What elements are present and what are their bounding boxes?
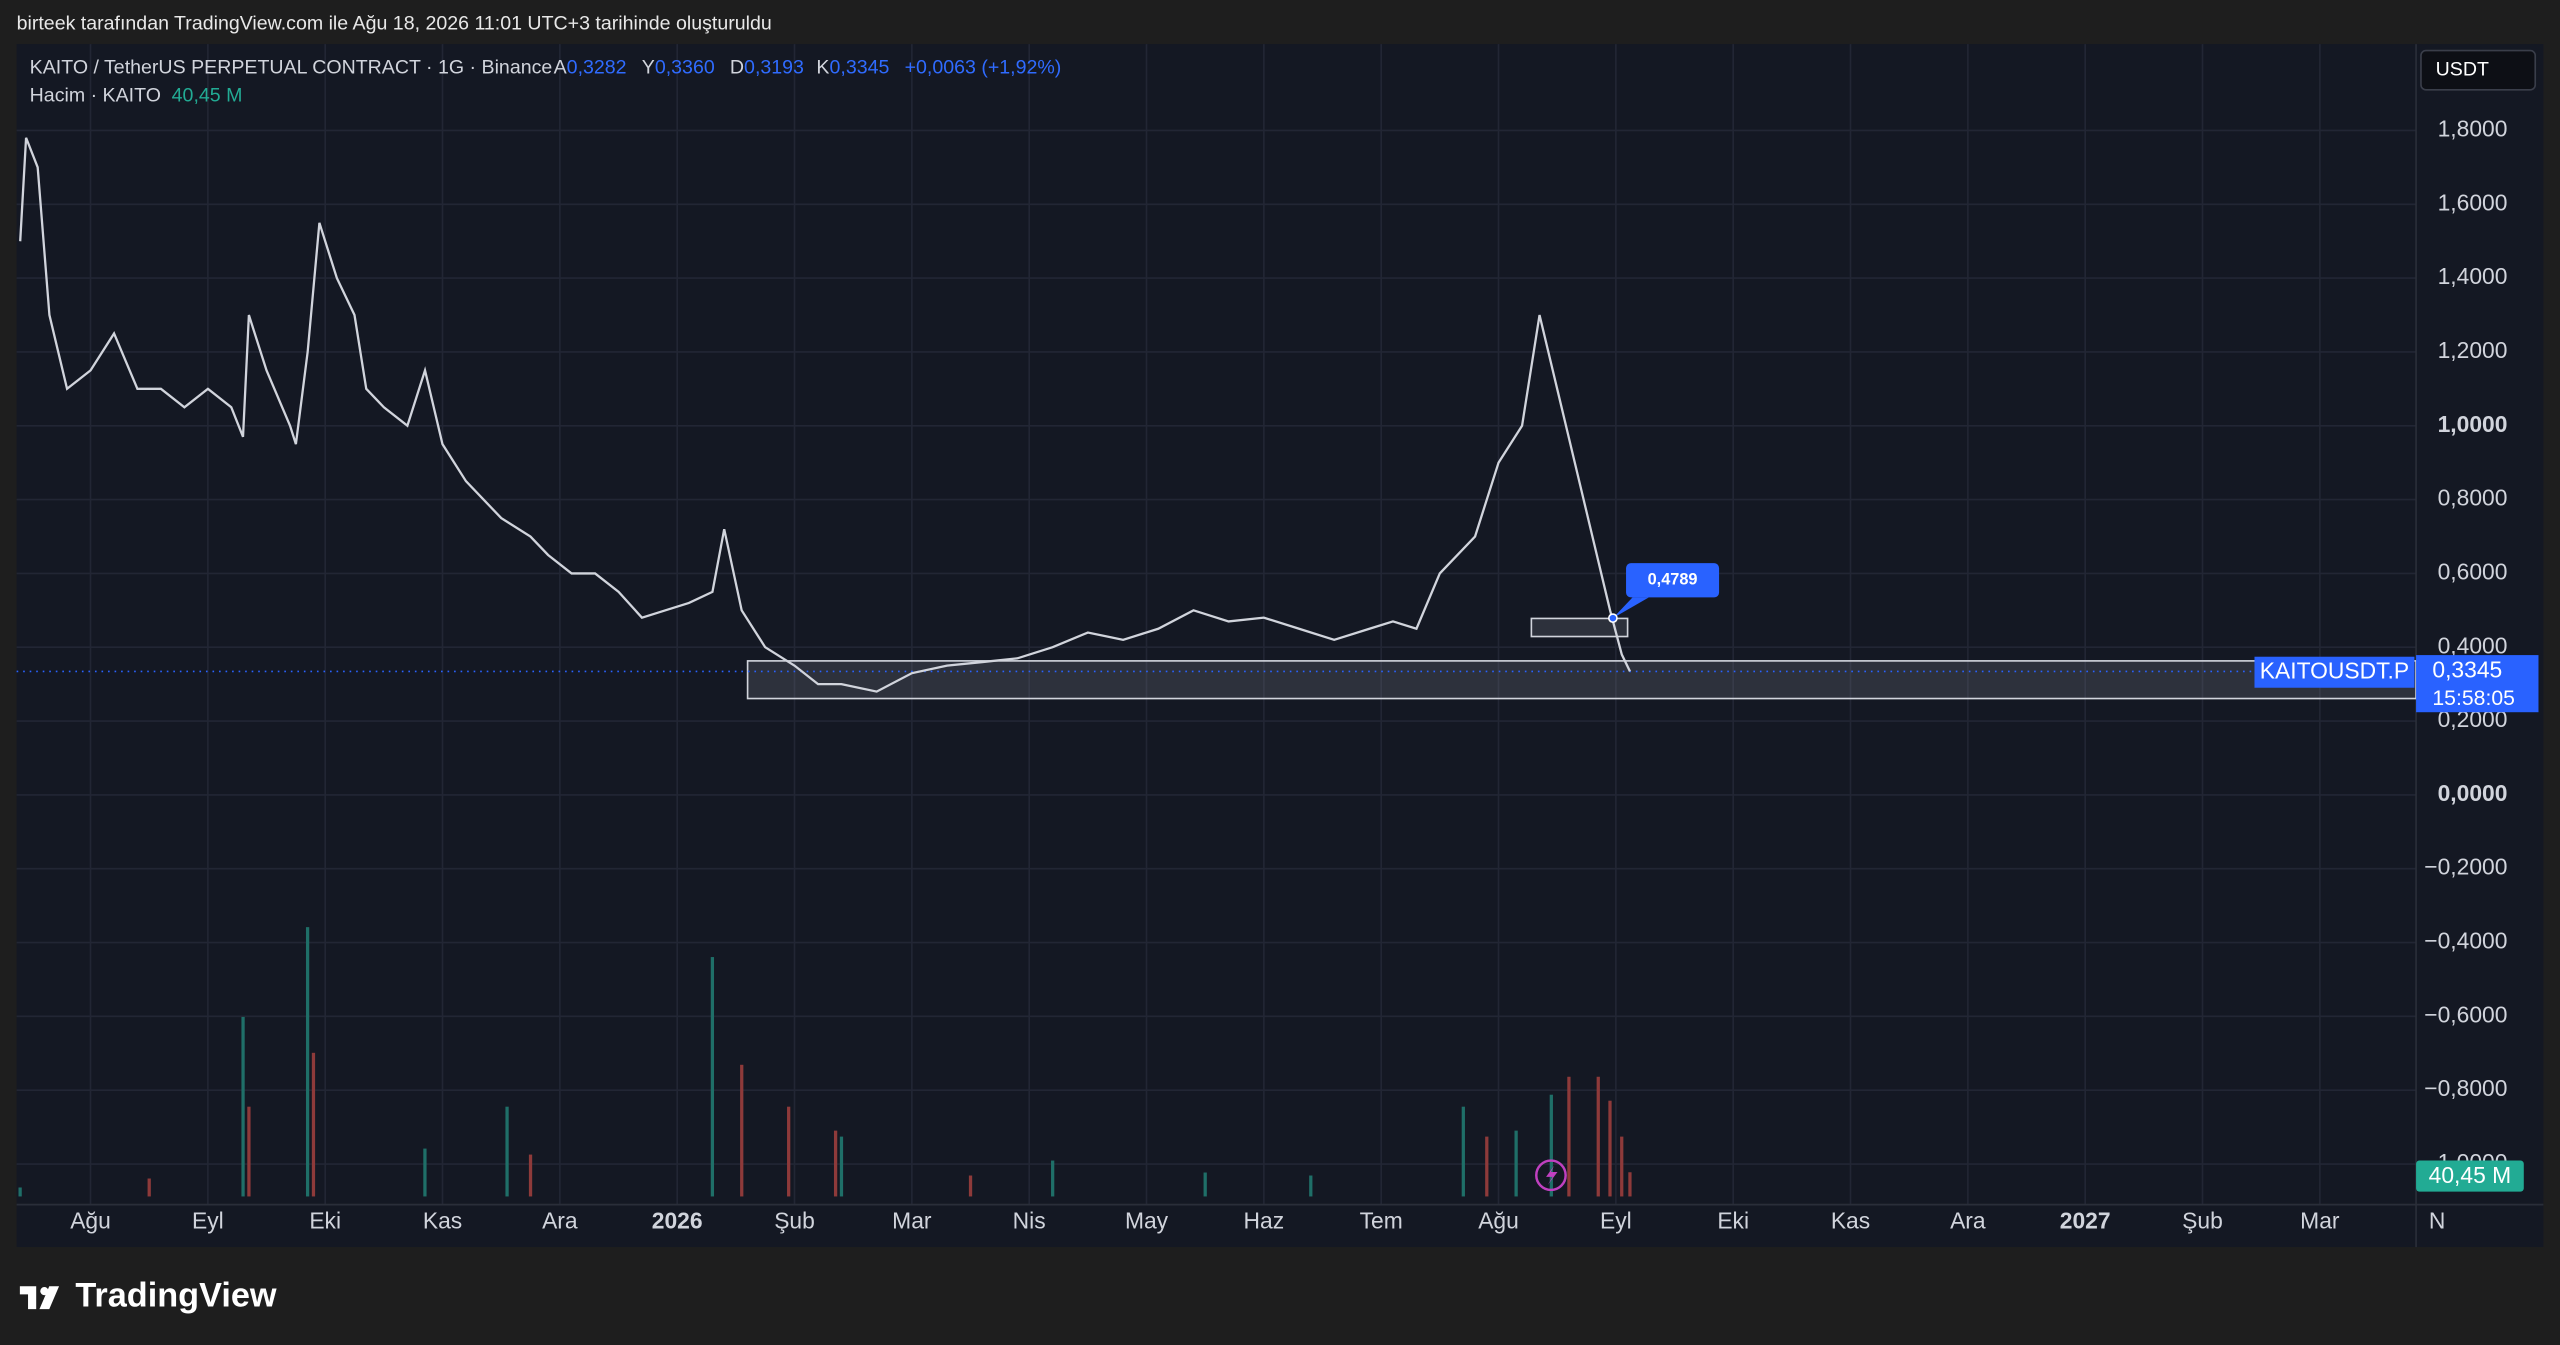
plot: 1,8000 1,6000 1,4000 1,2000 1,0000 0,8000 0,60… [16,44,2544,1248]
volume-bar [710,957,715,1197]
volume-bar [505,1106,509,1197]
x-tick-label: 2027 [2060,1208,2111,1234]
callout-box [1626,563,1720,598]
x-tick-label: Ağu [70,1208,111,1234]
ohlc-key: A [554,57,568,79]
volume-bar [833,1130,838,1197]
x-tick-label: Mar [892,1208,932,1234]
zone [1530,617,1629,638]
volume-tag [2416,1160,2524,1192]
volume-tag-label: 40,45 M [2429,1162,2512,1188]
x-tick-label: N [2429,1208,2446,1234]
volume-bar [1514,1130,1518,1197]
ohlc-value: 0,3345 [829,57,889,79]
volume-bar [528,1154,533,1197]
volume-value: 40,45 M [172,84,243,106]
volume-bar [247,1106,251,1197]
x-tick-label: Şub [2182,1208,2223,1234]
x-tick-label: Eki [1717,1208,1749,1234]
x-tick-label: Nis [1013,1208,1046,1234]
x-tick-label: Kas [1831,1208,1870,1234]
x-tick-label: May [1125,1208,1169,1234]
logo: TradingView [19,1277,277,1315]
x-tick-label: Eyl [192,1208,224,1234]
callout-dot [1608,613,1618,624]
currency-box[interactable] [2420,49,2537,91]
ticker-label: KAITOUSDT.P [2260,657,2409,683]
volume-bar [740,1064,744,1197]
ohlc-value: 0,3360 [655,57,715,79]
x-tick-label: Eki [309,1208,341,1234]
legend-line: KAITO / TetherUS PERPETUAL CONTRACT · 1G… [30,57,1062,79]
volume-bar [1461,1106,1465,1197]
x-tick-label: Ağu [1478,1208,1519,1234]
price-line [19,137,1631,693]
y-tick-label: 1,8000 [2438,115,2508,141]
y-tick-label: 1,4000 [2438,263,2508,289]
currency[interactable]: USDT [2436,58,2489,80]
volume-bar [1485,1136,1489,1197]
x-tick-label: Ara [1950,1208,1986,1234]
chart-pane [16,44,2544,1248]
volume-bar [1309,1175,1313,1197]
volume-bar [241,1016,245,1197]
countdown: 15:58:05 [2432,687,2515,710]
volume-bar [968,1175,973,1197]
logo-dot [40,1287,49,1296]
y-tick-label: −0,6000 [2424,1001,2507,1027]
x-tick-label: Haz [1244,1208,1285,1234]
ohlc-value: 0,3282 [567,57,627,79]
volume-bar [1567,1076,1571,1197]
x-tick-label: Tem [1360,1208,1403,1234]
y-tick-label: −0,2000 [2424,854,2507,880]
zone [746,660,2417,700]
volume-bar [1620,1136,1624,1197]
y-tick-label: 1,6000 [2438,189,2508,215]
volume-bar [1608,1100,1612,1197]
caption: birteek tarafından TradingView.com ile A… [17,13,772,35]
volume-bar [1203,1172,1207,1197]
x-tick-label: Mar [2300,1208,2340,1234]
volume-bar [1051,1160,1055,1197]
ohlc-key: D [730,57,744,79]
x-tick-label: Ara [542,1208,578,1234]
volume-bar [18,1187,22,1197]
volume-bar [147,1178,151,1197]
volume-bar [1549,1094,1553,1197]
y-tick-label: −0,4000 [2424,928,2507,954]
volume-bar [787,1106,791,1197]
y-tick-label: 0,0000 [2438,780,2508,806]
volume-bar [1628,1172,1632,1197]
change: +0,0063 (+1,92%) [905,57,1062,79]
x-tick-label: 2026 [652,1208,703,1234]
y-tick-label: 1,2000 [2438,337,2508,363]
ticker-tag [2254,656,2415,688]
volume-bar [839,1136,844,1197]
y-tick-label: 0,6000 [2438,558,2508,584]
ohlc-key: Y [642,57,655,79]
symbol: KAITO / TetherUS PERPETUAL CONTRACT · 1G… [30,57,553,79]
logo-mark [19,1286,60,1310]
volume-title: Hacim · KAITO [30,84,161,106]
x-tick-label: Kas [423,1208,462,1234]
volume-bar [423,1148,427,1197]
alert-icon[interactable] [1535,1159,1567,1192]
volume-bar [305,927,310,1197]
volume-bar [311,1052,316,1197]
x-tick-label: Eyl [1600,1208,1632,1234]
y-tick-label: 0,8000 [2438,485,2508,511]
brand: TradingView [75,1277,277,1315]
ohlc-key: K [816,57,829,79]
volume-bar [1596,1076,1600,1197]
y-tick-label: −0,8000 [2424,1075,2507,1101]
price-tag-label: 0,3345 [2432,656,2502,682]
ohlc-value: 0,3193 [744,57,804,79]
callout-label: 0,4789 [1648,571,1698,589]
x-tick-label: Şub [774,1208,815,1234]
y-tick-label: 0,4000 [2438,632,2508,658]
y-tick-label: 1,0000 [2438,411,2508,437]
alert-icon-bolt [1546,1165,1558,1186]
price-tag [2416,655,2539,713]
